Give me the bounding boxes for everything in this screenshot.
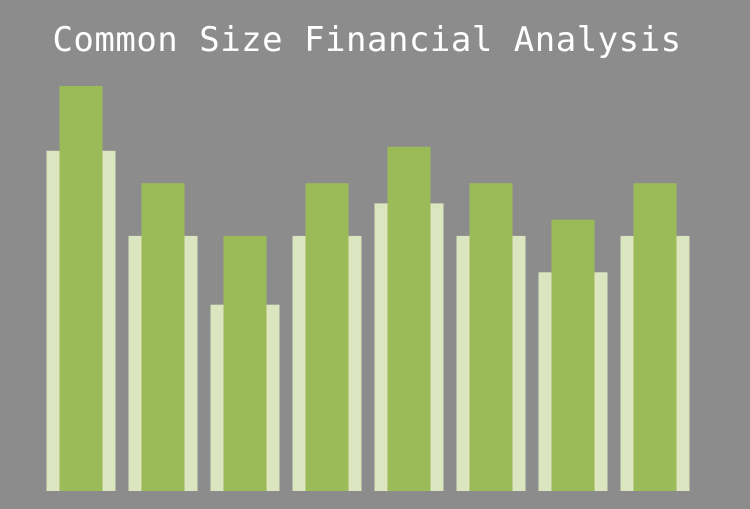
bar-series-2-item-4 <box>305 183 349 491</box>
bar-series-2-item-6 <box>469 183 513 491</box>
bar-series-2-item-5 <box>387 146 431 492</box>
chart-title: Common Size Financial Analysis <box>52 20 682 60</box>
bar-series-2-item-3 <box>223 235 267 491</box>
bar-series-2-item-2 <box>141 183 185 491</box>
bar-series-2-item-8 <box>633 183 677 491</box>
bar-series-2-item-7 <box>551 219 595 491</box>
series-front-bars <box>59 86 677 492</box>
bar-series-2-item-1 <box>59 86 103 491</box>
